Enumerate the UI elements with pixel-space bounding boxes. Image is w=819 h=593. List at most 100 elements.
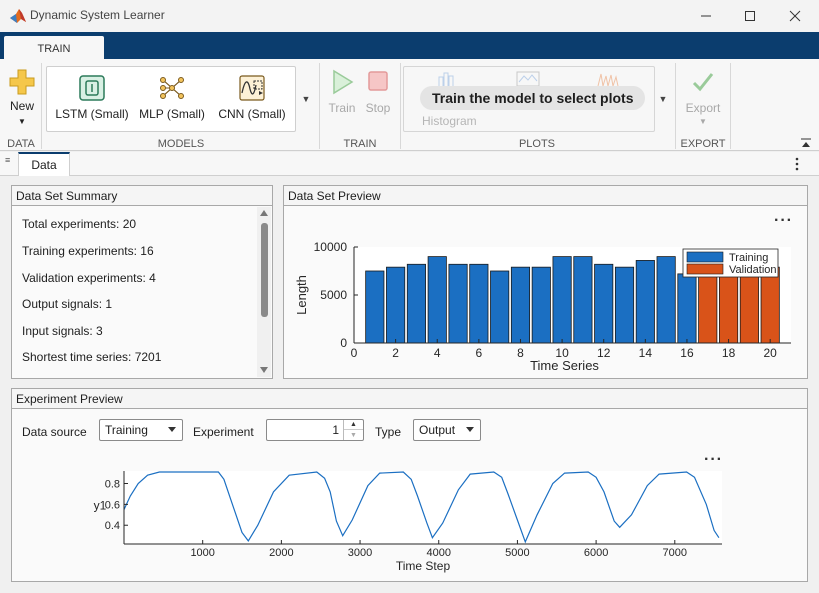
- section-label-plots: PLOTS: [518, 138, 556, 150]
- experiment-preview-panel: Experiment Preview Data source Training …: [11, 388, 808, 582]
- type-label: Type: [375, 425, 402, 439]
- scroll-thumb[interactable]: [261, 223, 268, 317]
- stop-button[interactable]: Stop: [362, 69, 394, 115]
- play-icon: [333, 69, 354, 95]
- bar: [677, 273, 697, 344]
- line-chart: 1000 2000 3000 4000 5000 6000 7000 0.4 0.6 0.8 Tim…: [94, 471, 722, 573]
- x-tick-label: 6000: [584, 547, 608, 559]
- section-divider: [319, 63, 320, 149]
- minimize-icon[interactable]: [683, 0, 729, 32]
- bar: [448, 263, 468, 344]
- panel-title: Data Set Summary: [12, 186, 272, 206]
- spinner-buttons: ▲ ▼: [343, 420, 363, 440]
- tab-train[interactable]: TRAIN: [4, 36, 104, 61]
- panel-title: Experiment Preview: [12, 389, 807, 409]
- y-tick-label: 5000: [320, 288, 347, 302]
- export-button[interactable]: Export ▼: [680, 69, 726, 126]
- x-tick-label: 6: [476, 346, 483, 360]
- section-divider: [41, 63, 42, 149]
- model-mlp-small[interactable]: MLP (Small): [131, 75, 213, 121]
- type-dropdown[interactable]: Output: [413, 419, 481, 441]
- model-label: LSTM (Small): [55, 107, 129, 121]
- x-tick-label: 12: [597, 346, 611, 360]
- drag-handle-icon[interactable]: ≡: [5, 155, 11, 165]
- axes-toolbar-icon[interactable]: ···: [774, 212, 793, 229]
- x-tick-label: 20: [764, 346, 778, 360]
- section-label-data: DATA: [7, 138, 35, 150]
- y-tick-label: 0.8: [105, 479, 120, 491]
- title-bar: Dynamic System Learner: [0, 0, 819, 32]
- bar: [614, 266, 635, 344]
- summary-line: Total experiments: 20: [22, 217, 137, 231]
- data-source-dropdown[interactable]: Training: [99, 419, 183, 441]
- bar: [594, 263, 614, 344]
- section-divider: [730, 63, 731, 149]
- series-line: [123, 471, 720, 544]
- document-tab-bar: ≡ Data: [0, 152, 819, 176]
- y-axis-label: y1: [94, 499, 107, 513]
- x-axis-label: Time Step: [396, 559, 451, 573]
- bar: [490, 270, 510, 344]
- plot-area: [124, 471, 722, 544]
- x-tick-label: 4: [434, 346, 441, 360]
- y-tick-label: 0.6: [105, 499, 120, 511]
- maximize-icon[interactable]: [727, 0, 773, 32]
- new-label: New: [9, 99, 34, 113]
- x-tick-label: 5000: [505, 547, 529, 559]
- x-tick-label: 7000: [663, 547, 687, 559]
- stop-icon: [368, 71, 388, 91]
- summary-scrollbar[interactable]: [257, 207, 271, 377]
- experiment-spinner[interactable]: 1 ▲ ▼: [266, 419, 364, 441]
- y-tick-label: 0.4: [105, 520, 120, 532]
- bar: [656, 256, 676, 344]
- axes-toolbar-icon[interactable]: ···: [704, 451, 723, 468]
- plots-message: Train the model to select plots: [420, 86, 646, 110]
- model-label: CNN (Small): [218, 107, 286, 121]
- cnn-icon: [239, 75, 265, 101]
- model-label: MLP (Small): [139, 107, 205, 121]
- legend-swatch: [686, 251, 724, 263]
- plots-gallery-expand-icon[interactable]: ▼: [658, 94, 668, 104]
- lstm-icon: [79, 75, 105, 101]
- train-button[interactable]: Train: [326, 69, 358, 115]
- bar: [573, 256, 593, 344]
- toolstrip: New ▼ DATA LSTM (Small): [0, 59, 819, 151]
- x-tick-label: 16: [680, 346, 694, 360]
- scroll-down-icon[interactable]: [260, 367, 268, 373]
- spin-up-icon[interactable]: ▲: [344, 420, 363, 430]
- more-options-icon[interactable]: [793, 155, 801, 173]
- bar: [427, 256, 447, 344]
- export-label: Export: [685, 101, 721, 115]
- summary-line: Validation experiments: 4: [22, 271, 156, 285]
- chevron-down-icon: [466, 427, 474, 432]
- spin-down-icon[interactable]: ▼: [350, 431, 357, 439]
- bar: [406, 263, 426, 344]
- model-cnn-small[interactable]: CNN (Small): [211, 75, 293, 121]
- x-tick-label: 8: [517, 346, 524, 360]
- models-gallery-expand-icon[interactable]: ▼: [301, 94, 311, 104]
- histogram-label: Histogram: [422, 114, 477, 128]
- x-tick-label: 14: [639, 346, 653, 360]
- ribbon-tab-strip: TRAIN: [0, 32, 819, 61]
- train-label: Train: [328, 101, 356, 115]
- model-lstm-small[interactable]: LSTM (Small): [51, 75, 133, 121]
- plus-icon: [9, 69, 35, 95]
- y-tick-label: 10000: [314, 240, 348, 254]
- collapse-toolstrip-icon[interactable]: [800, 137, 812, 147]
- experiment-value: 1: [332, 423, 339, 437]
- bar: [552, 256, 572, 344]
- x-axis-label: Time Series: [530, 358, 599, 373]
- data-set-preview-panel: Data Set Preview ··· 0 2 4 6 8 10 12 14 16 18 20 0 5…: [283, 185, 808, 379]
- scroll-up-icon[interactable]: [260, 210, 268, 216]
- tab-data[interactable]: Data: [18, 152, 70, 176]
- new-button[interactable]: New ▼: [6, 69, 38, 126]
- chevron-down-icon: [168, 427, 176, 432]
- summary-line: Shortest time series: 7201: [22, 350, 162, 364]
- bar: [365, 270, 385, 344]
- close-icon[interactable]: [772, 0, 818, 32]
- bar: [386, 266, 406, 344]
- legend-label: Training: [729, 252, 768, 264]
- chevron-down-icon: ▼: [18, 117, 26, 126]
- x-tick-label: 4000: [426, 547, 450, 559]
- bar: [510, 266, 531, 344]
